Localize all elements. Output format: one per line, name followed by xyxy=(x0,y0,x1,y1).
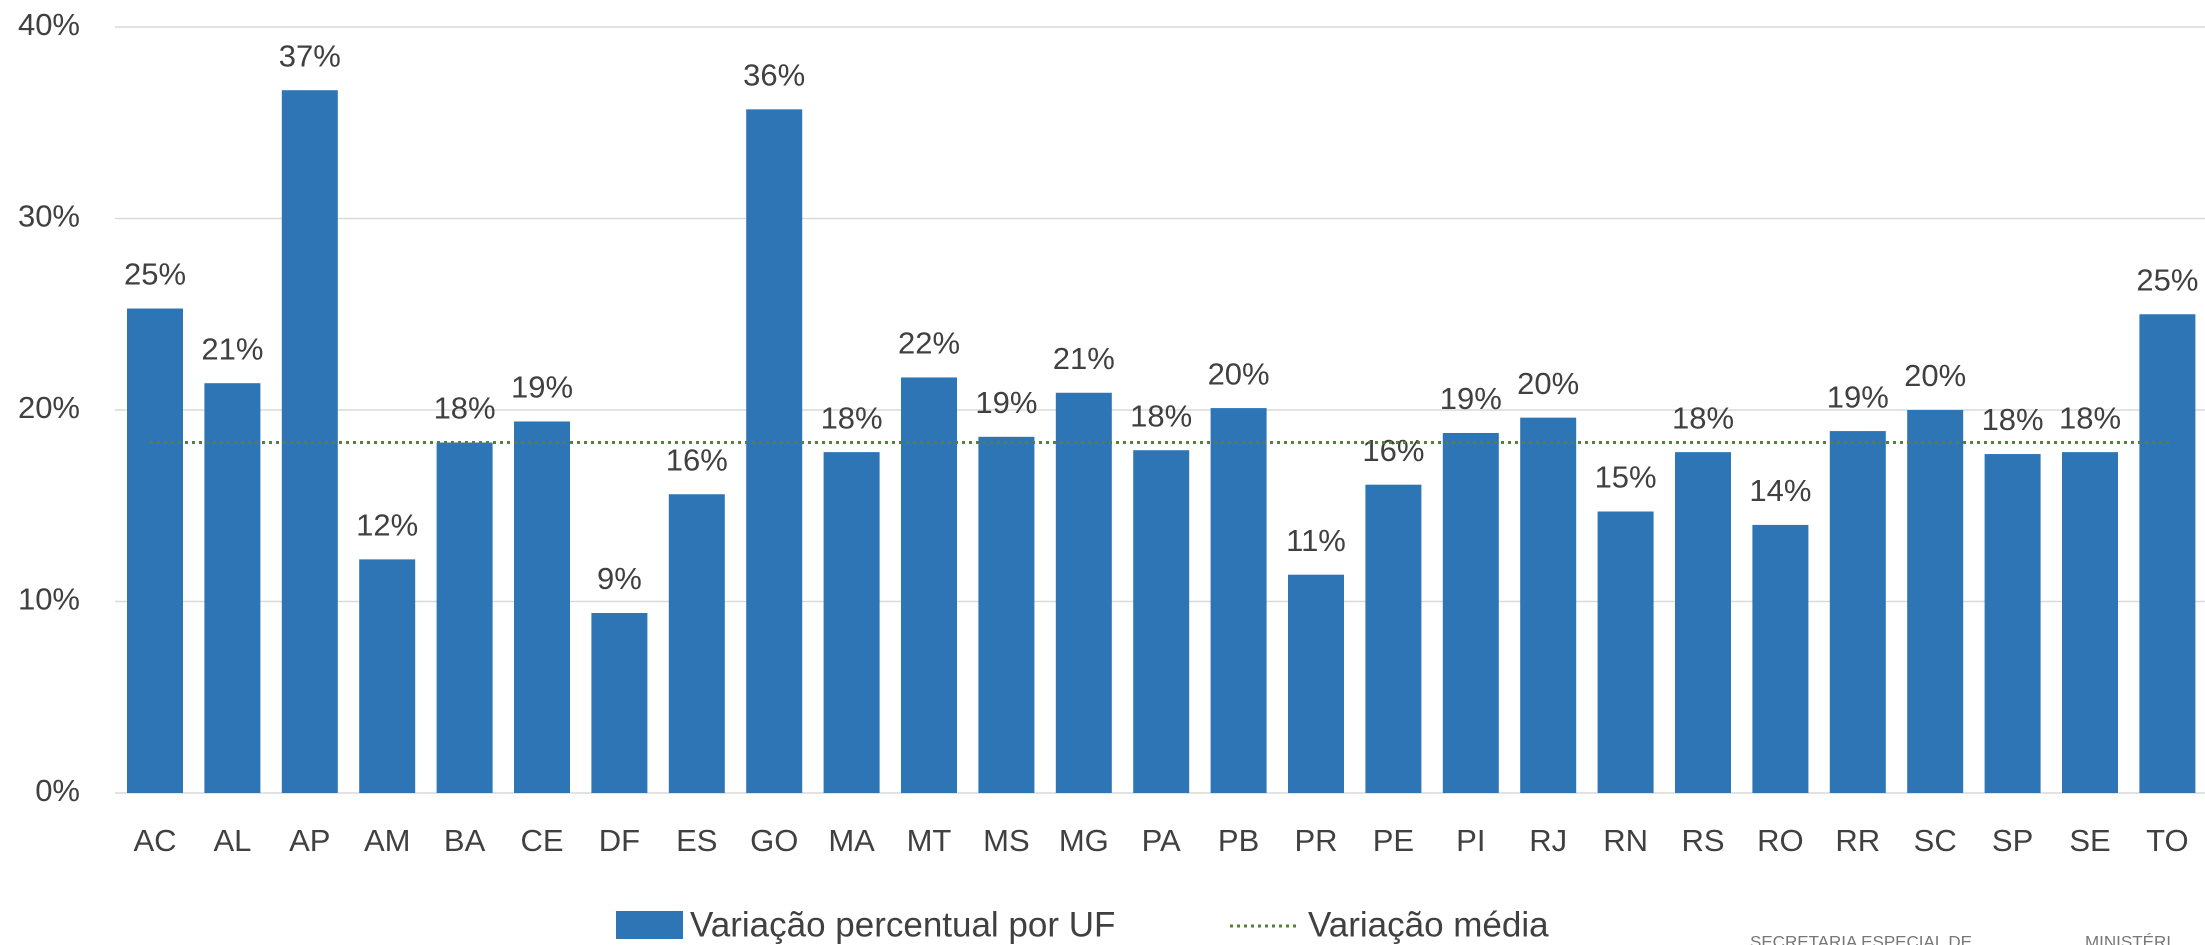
legend-label: Variação percentual por UF xyxy=(690,905,1115,944)
bar xyxy=(127,308,183,793)
x-tick-label: AC xyxy=(133,823,176,858)
x-tick-label: PA xyxy=(1142,823,1181,858)
data-label: 18% xyxy=(1130,398,1192,433)
x-tick-label: PE xyxy=(1373,823,1414,858)
bar xyxy=(823,452,880,793)
data-label: 20% xyxy=(1517,366,1579,401)
data-label: 20% xyxy=(1208,356,1270,391)
x-tick-label: SP xyxy=(1992,823,2033,858)
bar xyxy=(1984,454,2041,793)
bar xyxy=(1365,484,1422,793)
footer-text: SECRETARIA ESPECIAL DE xyxy=(1750,932,1972,945)
data-label: 18% xyxy=(2059,400,2121,435)
x-tick-label: BA xyxy=(444,823,486,858)
x-tick-label: AL xyxy=(213,823,251,858)
x-tick-label: MT xyxy=(907,823,952,858)
x-tick-label: MG xyxy=(1059,823,1109,858)
x-tick-label: RN xyxy=(1603,823,1648,858)
data-label: 12% xyxy=(356,508,418,543)
y-tick-label: 30% xyxy=(18,199,80,234)
x-tick-label: MA xyxy=(828,823,875,858)
bar xyxy=(2062,452,2118,793)
bar xyxy=(746,109,803,794)
y-tick-label: 10% xyxy=(18,582,80,617)
x-tick-label: SC xyxy=(1914,823,1957,858)
bar xyxy=(1520,417,1577,793)
data-label: 19% xyxy=(975,385,1037,420)
footer-text: MINISTÉRI xyxy=(2085,932,2171,945)
data-label: 19% xyxy=(1440,381,1502,416)
bar xyxy=(436,442,493,793)
data-label: 37% xyxy=(279,38,341,73)
bar xyxy=(1055,392,1112,793)
x-tick-label: CE xyxy=(520,823,563,858)
bar xyxy=(1597,511,1654,793)
bar xyxy=(591,612,648,793)
data-label: 21% xyxy=(201,331,263,366)
x-tick-label: GO xyxy=(750,823,798,858)
data-label: 18% xyxy=(821,400,883,435)
x-tick-label: SE xyxy=(2069,823,2110,858)
legend-swatch xyxy=(616,911,683,939)
bar xyxy=(204,383,261,793)
bar xyxy=(1133,450,1190,793)
bar xyxy=(359,559,416,793)
data-label: 25% xyxy=(2136,262,2198,297)
bar xyxy=(1907,410,1964,793)
x-tick-label: ES xyxy=(676,823,717,858)
data-label: 16% xyxy=(1362,433,1424,468)
x-tick-label: DF xyxy=(599,823,640,858)
x-tick-label: RJ xyxy=(1529,823,1567,858)
y-tick-label: 20% xyxy=(18,390,80,425)
data-label: 19% xyxy=(511,370,573,405)
data-label: 20% xyxy=(1904,358,1966,393)
data-label: 19% xyxy=(1827,379,1889,414)
x-tick-label: AP xyxy=(289,823,330,858)
x-tick-label: AM xyxy=(364,823,411,858)
data-label: 18% xyxy=(434,391,496,426)
x-tick-label: PR xyxy=(1294,823,1337,858)
data-label: 22% xyxy=(898,326,960,361)
data-label: 25% xyxy=(124,257,186,292)
data-label: 18% xyxy=(1672,400,1734,435)
bar xyxy=(1829,431,1886,793)
x-tick-label: TO xyxy=(2146,823,2189,858)
data-label: 21% xyxy=(1053,341,1115,376)
bar xyxy=(1442,432,1499,793)
data-label: 15% xyxy=(1595,460,1657,495)
y-tick-label: 40% xyxy=(18,7,80,42)
y-tick-label: 0% xyxy=(35,773,80,808)
bar xyxy=(2139,314,2196,793)
x-tick-label: RO xyxy=(1757,823,1804,858)
bar xyxy=(514,421,570,793)
x-tick-label: MS xyxy=(983,823,1030,858)
bar xyxy=(668,494,725,793)
x-tick-label: RR xyxy=(1835,823,1880,858)
bar xyxy=(1288,574,1344,793)
legend-label: Variação média xyxy=(1308,905,1549,944)
bar xyxy=(1752,524,1809,793)
data-label: 14% xyxy=(1749,473,1811,508)
data-label: 36% xyxy=(743,58,805,93)
data-label: 9% xyxy=(597,561,642,596)
data-label: 16% xyxy=(666,442,728,477)
x-tick-label: RS xyxy=(1681,823,1724,858)
data-label: 18% xyxy=(1982,402,2044,437)
x-tick-label: PB xyxy=(1218,823,1259,858)
bar xyxy=(978,436,1035,793)
bar xyxy=(1210,408,1267,793)
bar xyxy=(1675,452,1731,793)
x-tick-label: PI xyxy=(1456,823,1485,858)
bar xyxy=(901,377,957,793)
data-label: 11% xyxy=(1286,523,1346,558)
